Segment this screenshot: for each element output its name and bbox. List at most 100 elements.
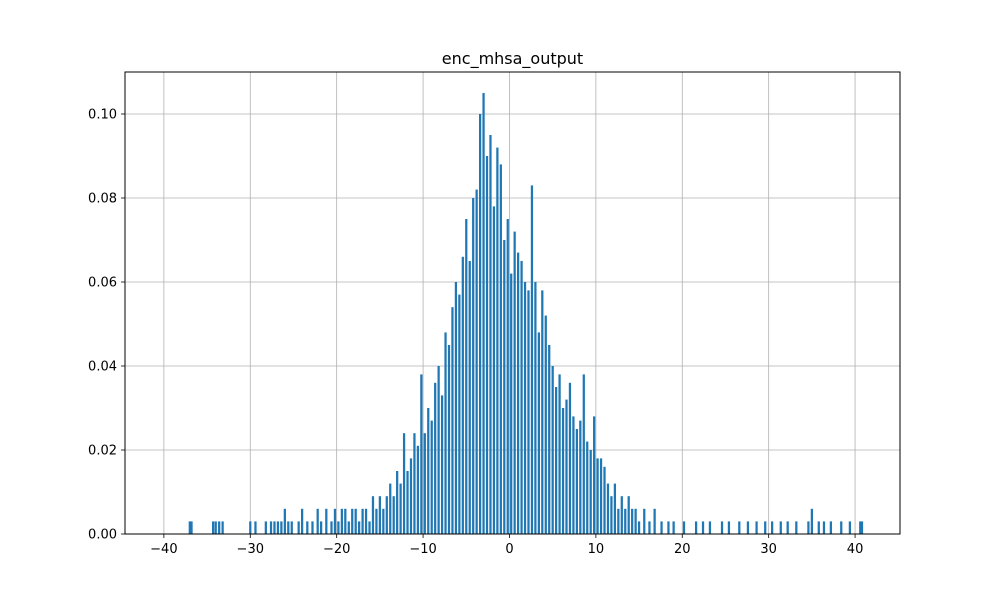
- x-tick-label: 30: [760, 542, 777, 557]
- histogram-bar: [297, 521, 300, 534]
- histogram-bar: [795, 521, 798, 534]
- histogram-bar: [389, 483, 392, 534]
- histogram-bar: [371, 496, 375, 534]
- histogram-bar: [482, 93, 485, 534]
- histogram-bar: [551, 366, 554, 534]
- histogram-bar: [430, 420, 433, 534]
- histogram-bar: [859, 521, 862, 534]
- histogram-bar: [221, 521, 224, 534]
- histogram-bar: [643, 508, 646, 534]
- histogram-bar: [485, 156, 489, 534]
- histogram-bar: [451, 307, 454, 534]
- histogram-bar: [746, 521, 750, 534]
- histogram-bar: [300, 508, 304, 534]
- histogram-bar: [516, 252, 520, 534]
- histogram-bar: [596, 458, 599, 534]
- y-tick-label: 0.06: [88, 276, 117, 291]
- histogram-bar: [672, 521, 675, 534]
- y-axis: 0.00 0.02 0.04 0.06 0.08 0.10: [88, 108, 125, 543]
- histogram-bar: [575, 429, 578, 534]
- histogram-bar: [472, 198, 475, 534]
- histogram-bar: [829, 521, 833, 534]
- histogram-bar: [755, 521, 758, 534]
- chart-title: enc_mhsa_output: [442, 49, 583, 69]
- histogram-bar: [264, 521, 267, 534]
- histogram-bar: [290, 521, 293, 534]
- histogram-bar: [420, 374, 423, 534]
- histogram-bar: [489, 135, 492, 534]
- histogram-bar: [779, 521, 782, 534]
- histogram-bar: [631, 508, 634, 534]
- x-tick-label: −20: [323, 542, 350, 557]
- x-axis: −40 −30 −20 −10 0 10 20 30 40: [150, 534, 863, 557]
- histogram-bar: [406, 471, 409, 534]
- histogram-bar: [606, 483, 610, 534]
- histogram-bar: [589, 450, 592, 534]
- histogram-bar: [586, 441, 589, 534]
- x-tick-label: 0: [505, 542, 513, 557]
- histogram-bar: [582, 374, 585, 534]
- histogram-bar: [807, 521, 810, 534]
- histogram-bar: [287, 521, 290, 534]
- histogram-bar: [434, 382, 437, 534]
- histogram-bar: [534, 282, 537, 534]
- histogram-bar: [306, 521, 309, 534]
- histogram-bar: [653, 508, 656, 534]
- histogram-bar: [330, 521, 333, 534]
- histogram-bar: [325, 508, 328, 534]
- bars-layer: [188, 93, 864, 534]
- histogram-bar: [385, 496, 388, 534]
- histogram-bar: [311, 521, 314, 534]
- histogram-bar: [399, 483, 402, 534]
- x-tick-label: 20: [674, 542, 691, 557]
- histogram-bar: [496, 147, 499, 534]
- histogram-bar: [610, 496, 613, 534]
- histogram-bar: [513, 231, 516, 534]
- histogram-bar: [276, 521, 280, 534]
- y-tick-label: 0.08: [88, 192, 117, 207]
- histogram-bar: [444, 332, 447, 534]
- histogram-bar: [382, 508, 385, 534]
- histogram-bar: [506, 219, 509, 534]
- histogram-bar: [613, 483, 617, 534]
- histogram-bar: [354, 508, 357, 534]
- histogram-bar: [283, 508, 286, 534]
- histogram-bar: [810, 508, 813, 534]
- histogram-bar: [333, 508, 337, 534]
- histogram-bar: [840, 521, 843, 534]
- histogram-bar: [316, 508, 319, 534]
- histogram-bar: [599, 458, 603, 534]
- histogram-bar: [499, 164, 502, 534]
- y-tick-label: 0.04: [88, 360, 117, 375]
- histogram-bar: [475, 189, 478, 534]
- histogram-bar: [461, 256, 464, 534]
- histogram-bar: [520, 261, 523, 534]
- histogram-bar: [572, 416, 575, 534]
- plot-frame: [124, 71, 901, 535]
- histogram-bar: [764, 521, 767, 534]
- histogram-bar: [510, 273, 513, 534]
- histogram-bar: [190, 521, 193, 534]
- histogram-bar: [392, 496, 395, 534]
- histogram-bar: [280, 521, 283, 534]
- histogram-bar: [627, 496, 630, 534]
- histogram-bar: [427, 408, 430, 534]
- histogram-bar: [738, 521, 741, 534]
- histogram-bar: [523, 282, 527, 534]
- histogram-bar: [682, 521, 686, 534]
- histogram-bar: [218, 521, 221, 534]
- histogram-bar: [579, 420, 582, 534]
- y-tick-label: 0.10: [88, 108, 117, 123]
- histogram-bar: [423, 433, 426, 534]
- histogram-bar: [344, 508, 347, 534]
- histogram-bar: [555, 387, 558, 534]
- histogram-bar: [454, 282, 458, 534]
- histogram-bar: [617, 508, 620, 534]
- histogram-bar: [708, 521, 712, 534]
- histogram-bar: [492, 206, 496, 534]
- histogram-bar: [368, 521, 371, 534]
- histogram-bar: [624, 508, 627, 534]
- histogram-bar: [537, 332, 540, 534]
- histogram-bar: [694, 521, 698, 534]
